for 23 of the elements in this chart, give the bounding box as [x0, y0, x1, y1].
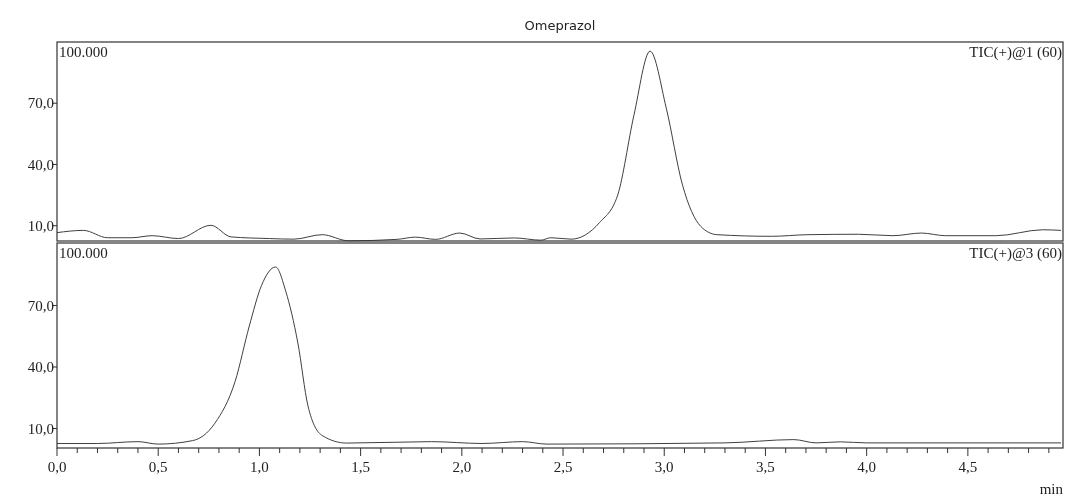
annotation: 100.000 — [59, 245, 108, 261]
x-tick-label: 0,5 — [148, 459, 168, 475]
annotation: 100.000 — [59, 44, 108, 60]
y-tick-label: 40,0 — [27, 156, 54, 173]
y-tick-label: 40,0 — [27, 359, 54, 376]
y-tick-label: 10,0 — [27, 420, 54, 437]
y-tick-label: 70,0 — [27, 95, 54, 112]
text: TIC(+)@1 (60) — [969, 44, 1062, 61]
x-tick-label: 0,0 — [47, 459, 67, 475]
x-tick-label: 2,5 — [553, 459, 573, 475]
y-tick-label: 10,0 — [27, 217, 54, 234]
text: TIC(+)@3 (60) — [969, 245, 1062, 262]
x-tick-label: 2,0 — [452, 459, 472, 475]
x-tick-label: 4,5 — [958, 459, 978, 475]
x-tick-label: 1,5 — [351, 459, 370, 475]
x-tick-label: 3,0 — [654, 459, 674, 475]
y-tick-label: 70,0 — [27, 297, 54, 314]
line-series — [56, 266, 1062, 445]
chart-title: Omeprazol — [524, 18, 596, 33]
x-tick-label: 3,5 — [756, 459, 775, 475]
x-tick-label: 1,0 — [250, 459, 269, 475]
x-axis-title: min — [1039, 481, 1064, 497]
x-tick-label: 4,0 — [857, 459, 877, 475]
